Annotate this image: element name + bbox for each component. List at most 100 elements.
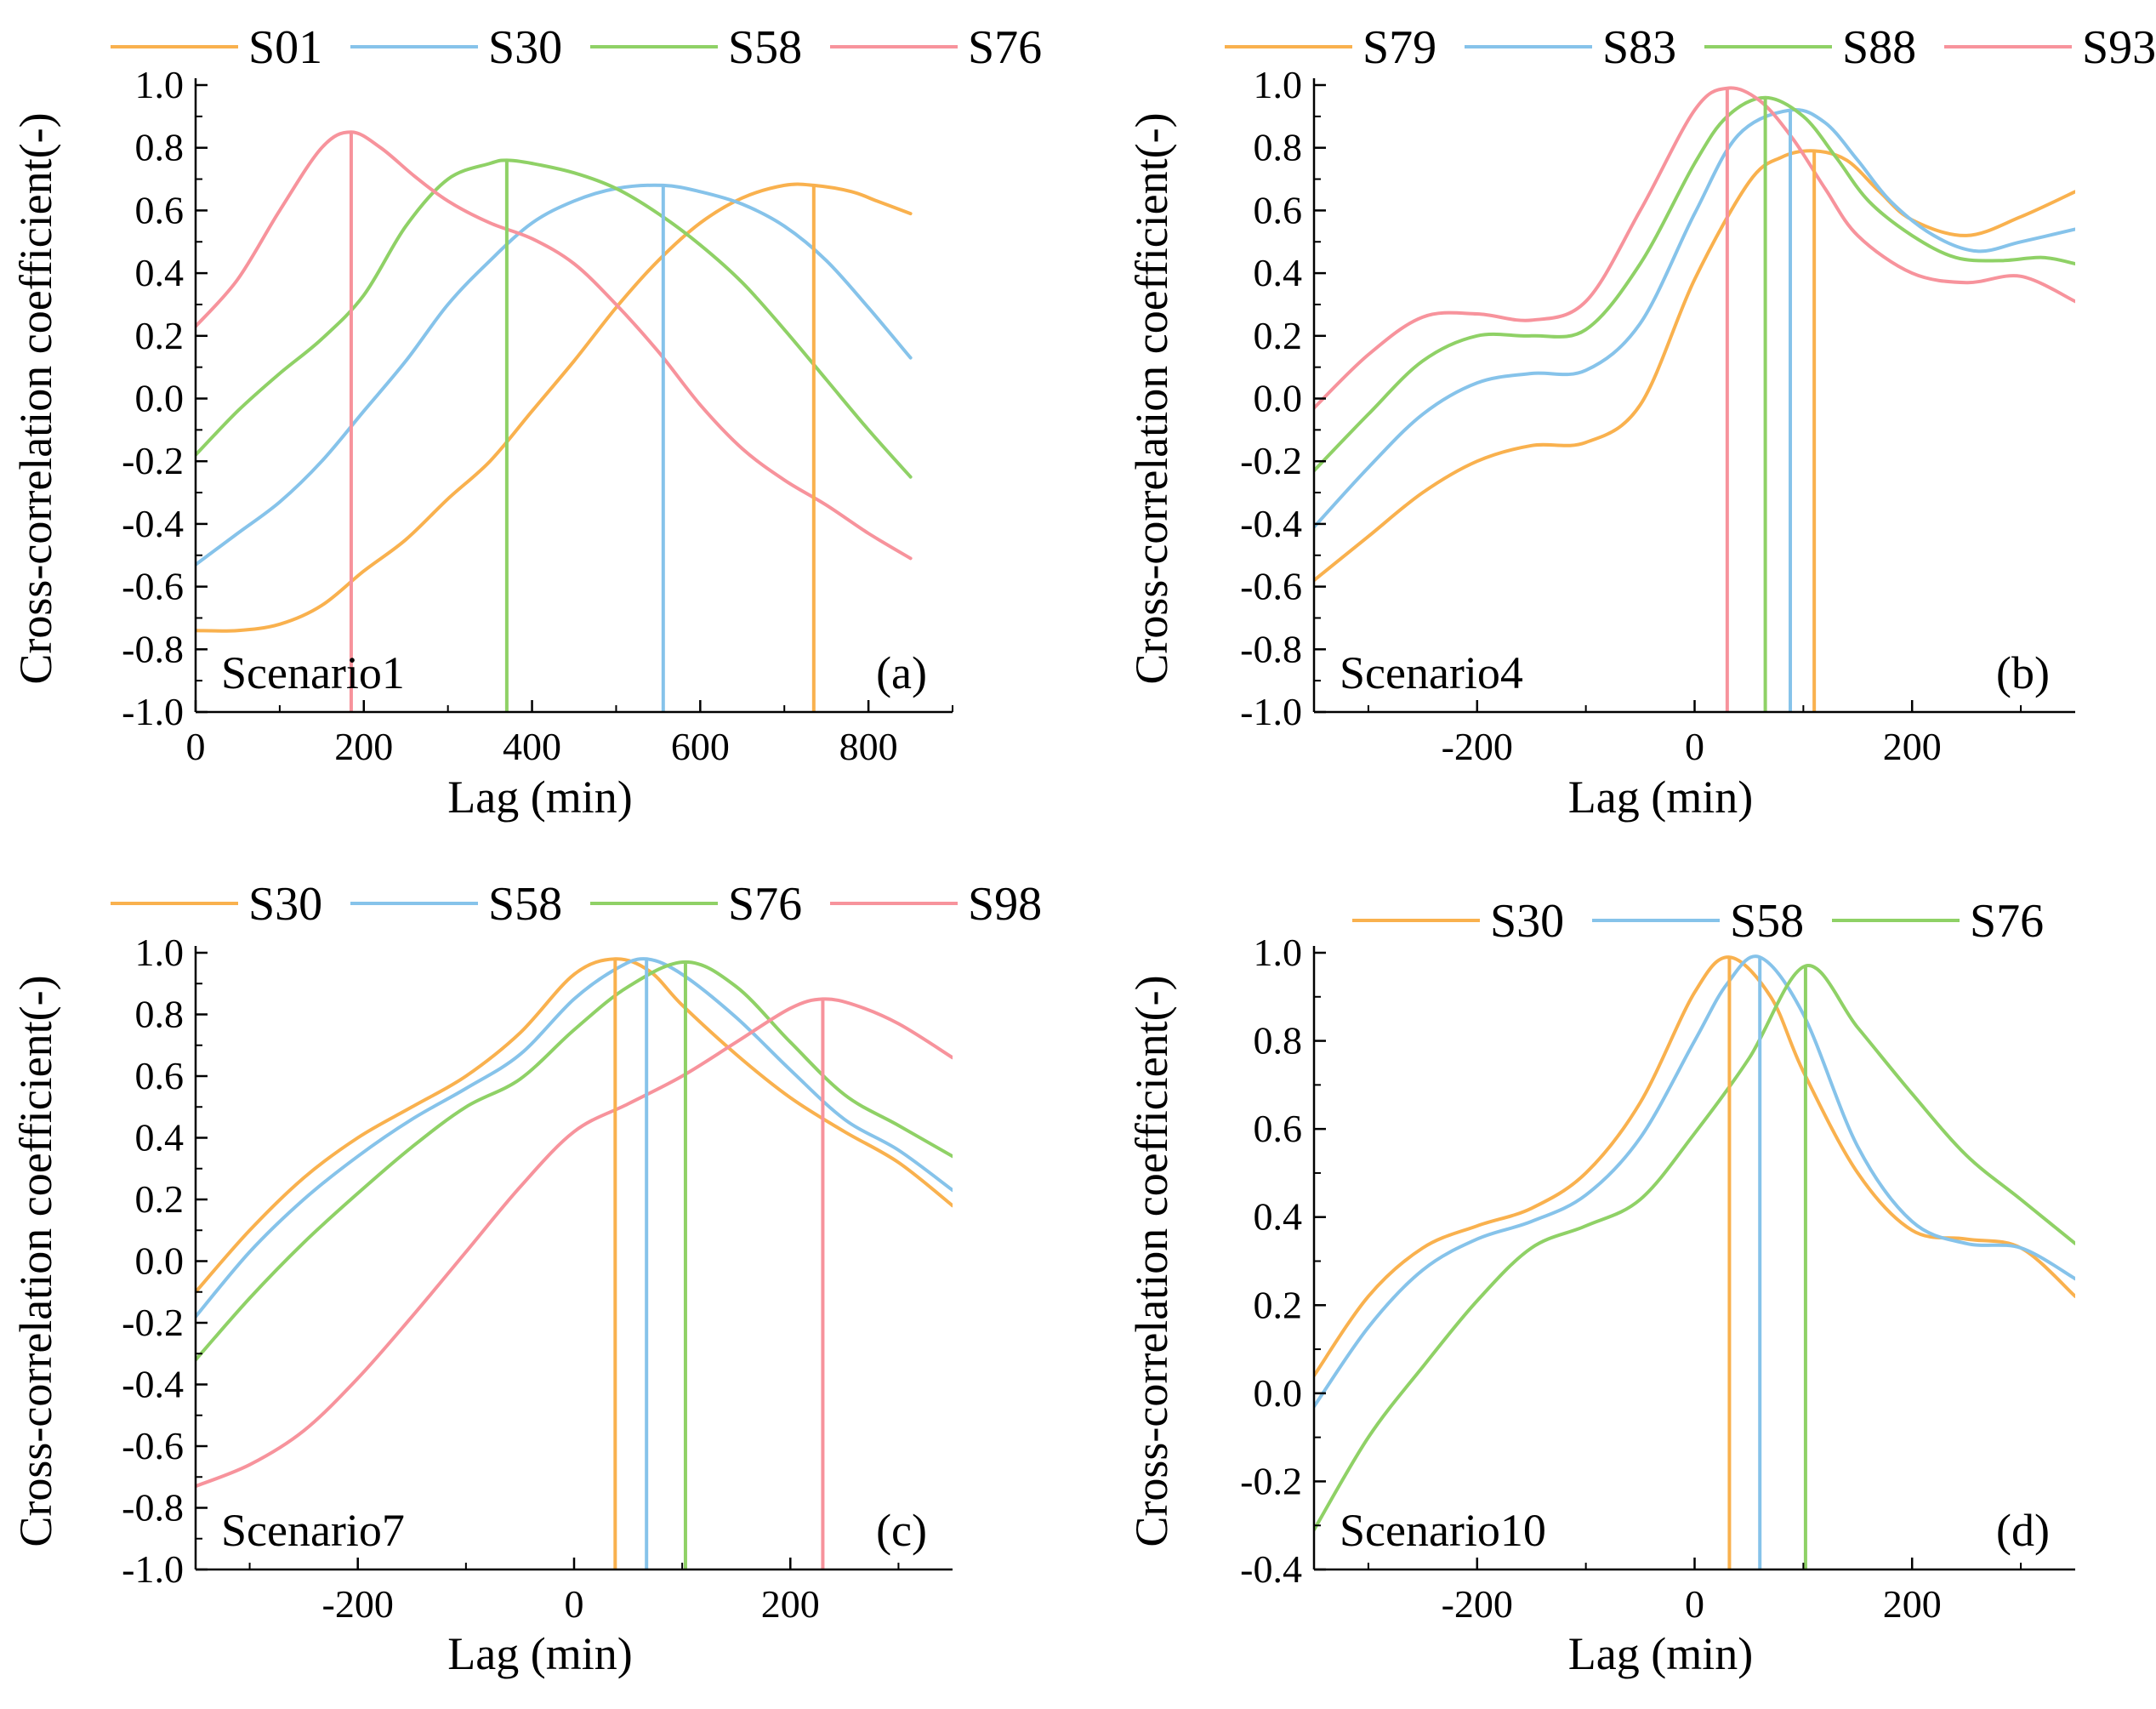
series-line-s76 [196,960,953,1362]
legend-label-s01: S01 [248,21,322,74]
legend: S30 S58 S76 [1352,895,2044,948]
legend-label-s58: S58 [488,878,562,931]
series-line-s30 [1314,955,2075,1378]
panel-a: -1.0 -0.8 -0.6 -0.4 -0.2 0.0 0.2 0.4 0.6 0.8 1.0 0 2… [10,21,1042,823]
y-tick-label: -0.4 [122,502,184,545]
y-tick-label: 0.8 [135,993,185,1036]
y-axis-title: Cross-correlation coefficient(-) [10,975,61,1547]
x-tick-label: -200 [322,1582,394,1626]
panel-label: (b) [1996,647,2050,698]
y-tick-label: -0.8 [1240,627,1302,670]
x-axis-title: Lag (min) [447,1628,632,1679]
y-tick-label: -0.6 [122,1424,184,1467]
legend-label-s93: S93 [2082,21,2156,74]
scenario-label: Scenario4 [1340,647,1523,698]
x-tick-label: 0 [186,725,206,768]
x-tick-label: 200 [761,1582,820,1626]
y-axis-title: Cross-correlation coefficient(-) [1126,112,1177,684]
x-tick-label: 400 [503,725,561,768]
legend: S79 S83 S88 S93 [1225,21,2156,74]
y-tick-label: -0.2 [122,1301,184,1344]
series-line-s76 [196,130,913,561]
y-tick-label: 1.0 [1254,931,1303,974]
panel-b: -1.0 -0.8 -0.6 -0.4 -0.2 0.0 0.2 0.4 0.6 0.8 1.0 -2… [1126,21,2156,823]
series-line-s58 [196,957,953,1319]
legend: S01 S30 S58 S76 [111,21,1042,74]
scenario-label: Scenario10 [1340,1505,1546,1556]
x-tick-label: -200 [1442,725,1513,768]
series-group [196,130,913,712]
y-tick-label: 1.0 [135,931,185,974]
x-tick-label: 200 [1883,1582,1942,1626]
y-tick-label: 1.0 [135,63,185,106]
series-line-s58 [196,158,913,479]
legend-label-s88: S88 [1842,21,1916,74]
series-line-s01 [196,182,913,633]
y-tick-label: 0.0 [135,1239,185,1283]
y-tick-label: -0.6 [122,565,184,608]
panel-d: -0.4 -0.2 0.0 0.2 0.4 0.6 0.8 1.0 -200 0 200 Lag (m… [1126,895,2075,1679]
y-tick-label: -0.2 [1240,439,1302,482]
series-group [1314,86,2075,712]
y-tick-label: -0.8 [122,1486,184,1530]
y-tick-label: 0.6 [135,188,185,231]
panel-label: (a) [876,647,927,698]
series-line-s30 [196,957,953,1294]
legend-label-s83: S83 [1602,21,1676,74]
legend-label-s30: S30 [1490,895,1564,948]
x-tick-label: 200 [1883,725,1942,768]
panel-label: (d) [1996,1505,2050,1556]
y-tick-label: 0.0 [1254,1371,1303,1415]
panel-c: -1.0 -0.8 -0.6 -0.4 -0.2 0.0 0.2 0.4 0.6 0.8 1.0 -2… [10,878,1042,1679]
x-axis-title: Lag (min) [1568,772,1753,823]
panel-label: (c) [876,1505,927,1556]
y-tick-label: 0.2 [1254,314,1303,357]
series-line-s76 [1314,964,2075,1532]
y-tick-label: -1.0 [122,1547,184,1591]
legend: S30 S58 S76 S98 [111,878,1042,931]
y-axis-title: Cross-correlation coefficient(-) [10,112,61,684]
legend-label-s76: S76 [968,21,1042,74]
y-tick-label: 0.6 [135,1054,185,1097]
series-line-s30 [196,183,913,567]
x-tick-label: 0 [1685,1582,1704,1626]
legend-label-s30: S30 [248,878,322,931]
x-tick-label: 0 [565,1582,584,1626]
series-line-s79 [1314,149,2075,583]
legend-label-s98: S98 [968,878,1042,931]
y-tick-label: 0.8 [1254,126,1303,169]
y-tick-label: 0.2 [135,314,185,357]
series-group [1314,954,2075,1569]
x-tick-label: 0 [1685,725,1704,768]
y-tick-label: -0.8 [122,627,184,670]
y-tick-label: 0.6 [1254,188,1303,231]
y-tick-label: 0.0 [1254,377,1303,420]
x-tick-label: 600 [671,725,730,768]
y-tick-label: -0.4 [1240,502,1302,545]
legend-label-s30: S30 [488,21,562,74]
y-tick-label: 0.2 [135,1177,185,1221]
y-tick-label: 0.6 [1254,1107,1303,1150]
x-axis-title: Lag (min) [1568,1628,1753,1679]
x-tick-label: 200 [334,725,393,768]
y-tick-label: -0.6 [1240,565,1302,608]
series-line-s58 [1314,954,2075,1409]
y-tick-label: -0.4 [122,1363,184,1406]
series-line-s83 [1314,108,2075,529]
series-line-s98 [196,997,953,1489]
x-tick-label: -200 [1442,1582,1513,1626]
y-tick-label: 0.4 [1254,1195,1303,1239]
x-axis-title: Lag (min) [447,772,632,823]
series-line-s88 [1314,95,2075,473]
y-tick-label: 0.4 [135,251,185,294]
y-tick-label: -0.2 [122,439,184,482]
y-tick-label: 1.0 [1254,63,1303,106]
legend-label-s58: S58 [728,21,802,74]
legend-label-s76: S76 [1970,895,2044,948]
y-tick-label: 0.8 [1254,1019,1303,1062]
y-tick-label: -1.0 [1240,690,1302,733]
y-tick-label: 0.4 [1254,251,1303,294]
legend-label-s79: S79 [1362,21,1436,74]
y-tick-label: -1.0 [122,690,184,733]
